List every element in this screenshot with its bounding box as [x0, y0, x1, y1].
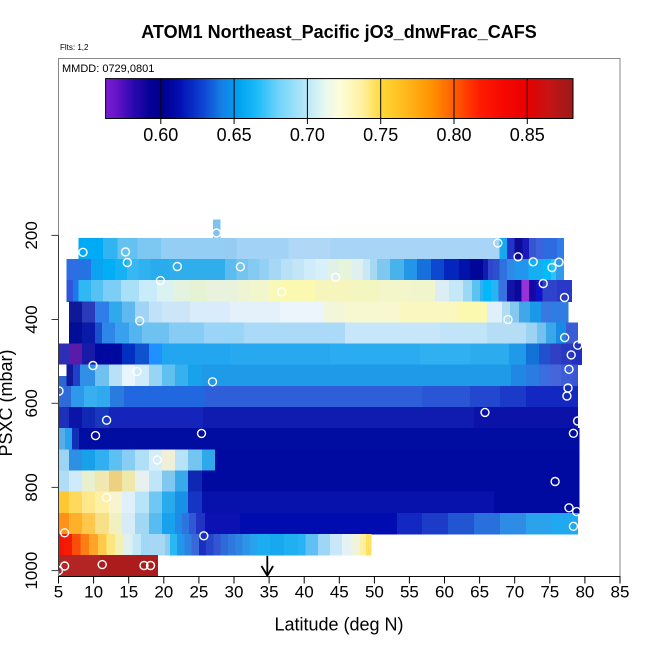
svg-text:1000: 1000 [22, 552, 41, 590]
svg-text:800: 800 [22, 473, 41, 501]
svg-text:35: 35 [260, 583, 279, 602]
svg-text:0.85: 0.85 [510, 125, 545, 145]
svg-text:20: 20 [154, 583, 173, 602]
svg-text:75: 75 [540, 583, 559, 602]
svg-text:600: 600 [22, 389, 41, 417]
svg-text:70: 70 [505, 583, 524, 602]
svg-text:PSXC (mbar): PSXC (mbar) [0, 349, 16, 456]
svg-text:200: 200 [22, 221, 41, 249]
svg-text:Latitude (deg N): Latitude (deg N) [274, 615, 403, 635]
svg-text:ATOM1 Northeast_Pacific jO3_dn: ATOM1 Northeast_Pacific jO3_dnwFrac_CAFS [141, 22, 536, 42]
svg-text:60: 60 [435, 583, 454, 602]
svg-text:0.75: 0.75 [363, 125, 398, 145]
svg-text:55: 55 [400, 583, 419, 602]
svg-text:80: 80 [575, 583, 594, 602]
svg-text:0.80: 0.80 [436, 125, 471, 145]
svg-text:0.70: 0.70 [290, 125, 325, 145]
svg-text:30: 30 [225, 583, 244, 602]
svg-text:45: 45 [330, 583, 349, 602]
svg-text:40: 40 [295, 583, 314, 602]
svg-text:15: 15 [119, 583, 138, 602]
svg-text:0.65: 0.65 [217, 125, 252, 145]
svg-text:65: 65 [470, 583, 489, 602]
svg-text:5: 5 [54, 583, 63, 602]
svg-text:0.60: 0.60 [143, 125, 178, 145]
svg-text:50: 50 [365, 583, 384, 602]
svg-text:25: 25 [189, 583, 208, 602]
svg-text:85: 85 [611, 583, 630, 602]
svg-text:Flts: 1,2: Flts: 1,2 [60, 43, 89, 52]
svg-text:400: 400 [22, 305, 41, 333]
svg-text:MMDD: 0729,0801: MMDD: 0729,0801 [62, 63, 154, 75]
svg-text:10: 10 [84, 583, 103, 602]
